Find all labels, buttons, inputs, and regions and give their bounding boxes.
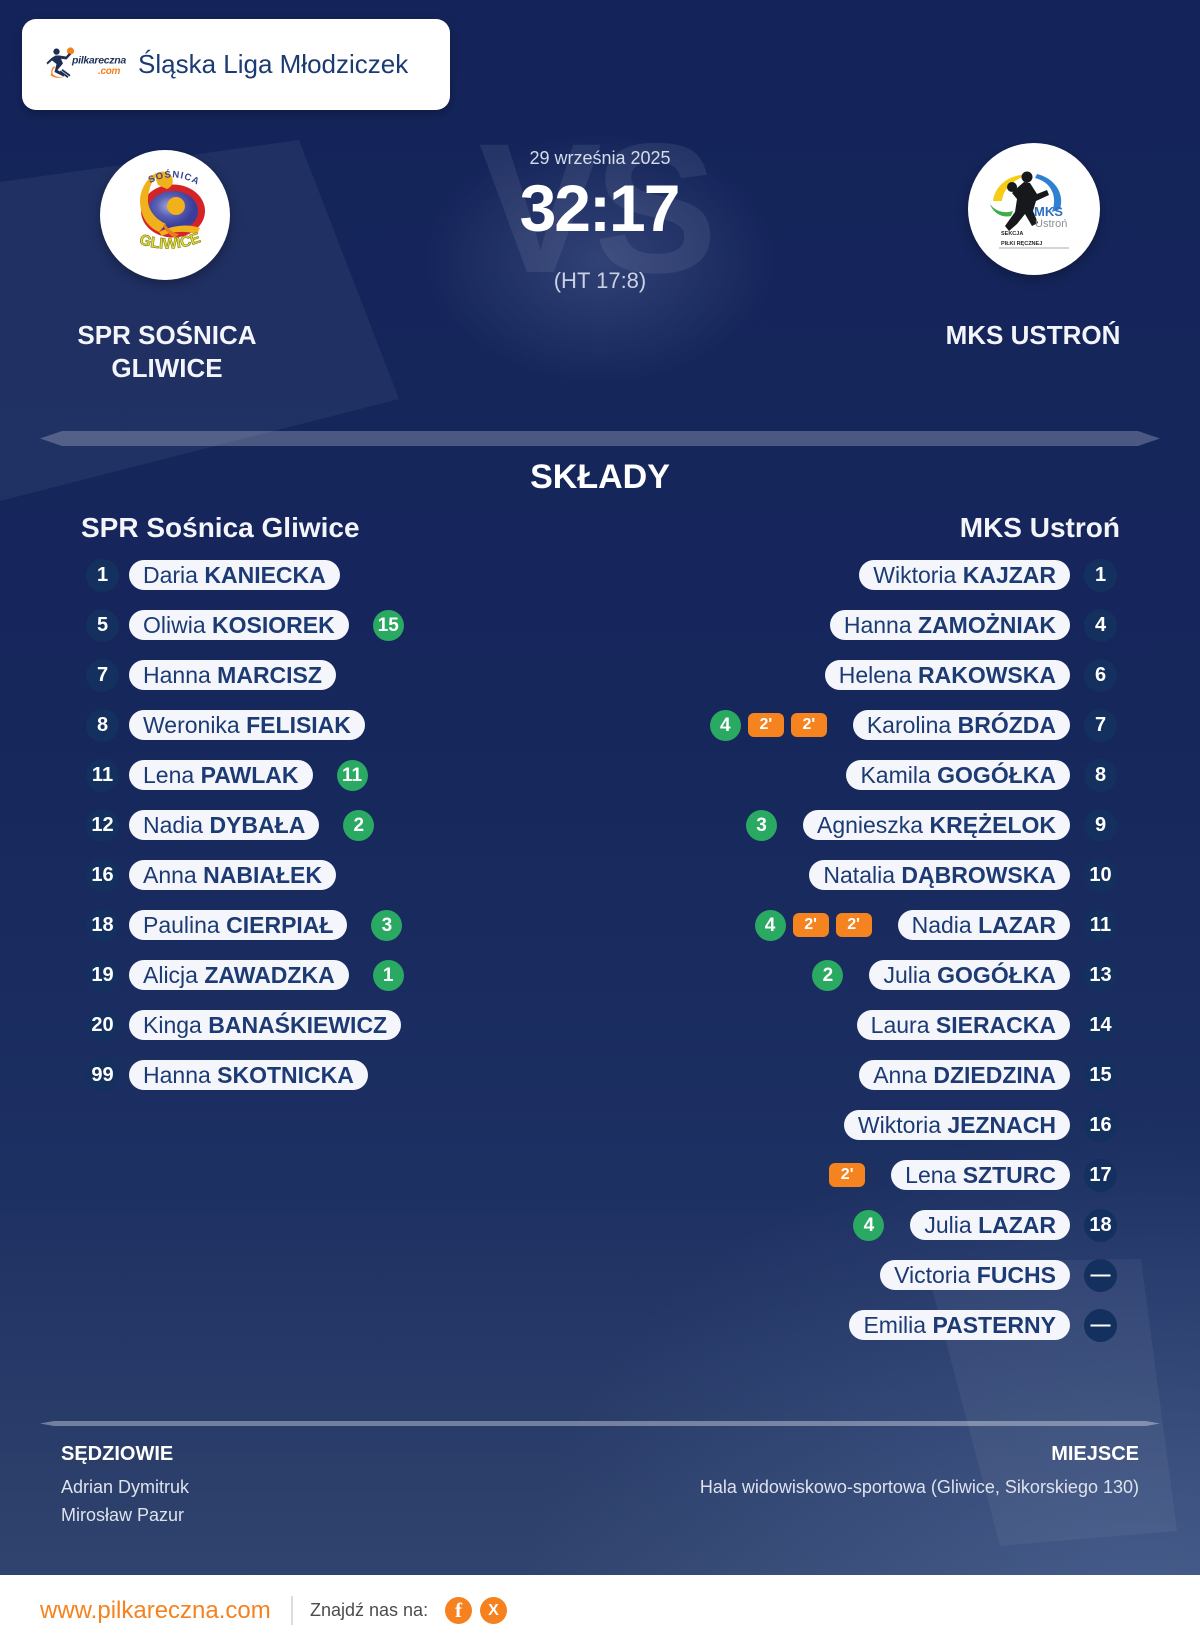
svg-text:SEKCJA: SEKCJA (1001, 231, 1023, 237)
svg-text:GLIWICE: GLIWICE (138, 229, 203, 252)
svg-text:MKS: MKS (1034, 204, 1063, 219)
svg-text:pilkareczna: pilkareczna (71, 55, 126, 67)
svg-text:Ustroń: Ustroń (1035, 218, 1067, 230)
svg-text:.com: .com (98, 66, 121, 77)
svg-text:PIŁKI RĘCZNEJ: PIŁKI RĘCZNEJ (1001, 241, 1042, 247)
